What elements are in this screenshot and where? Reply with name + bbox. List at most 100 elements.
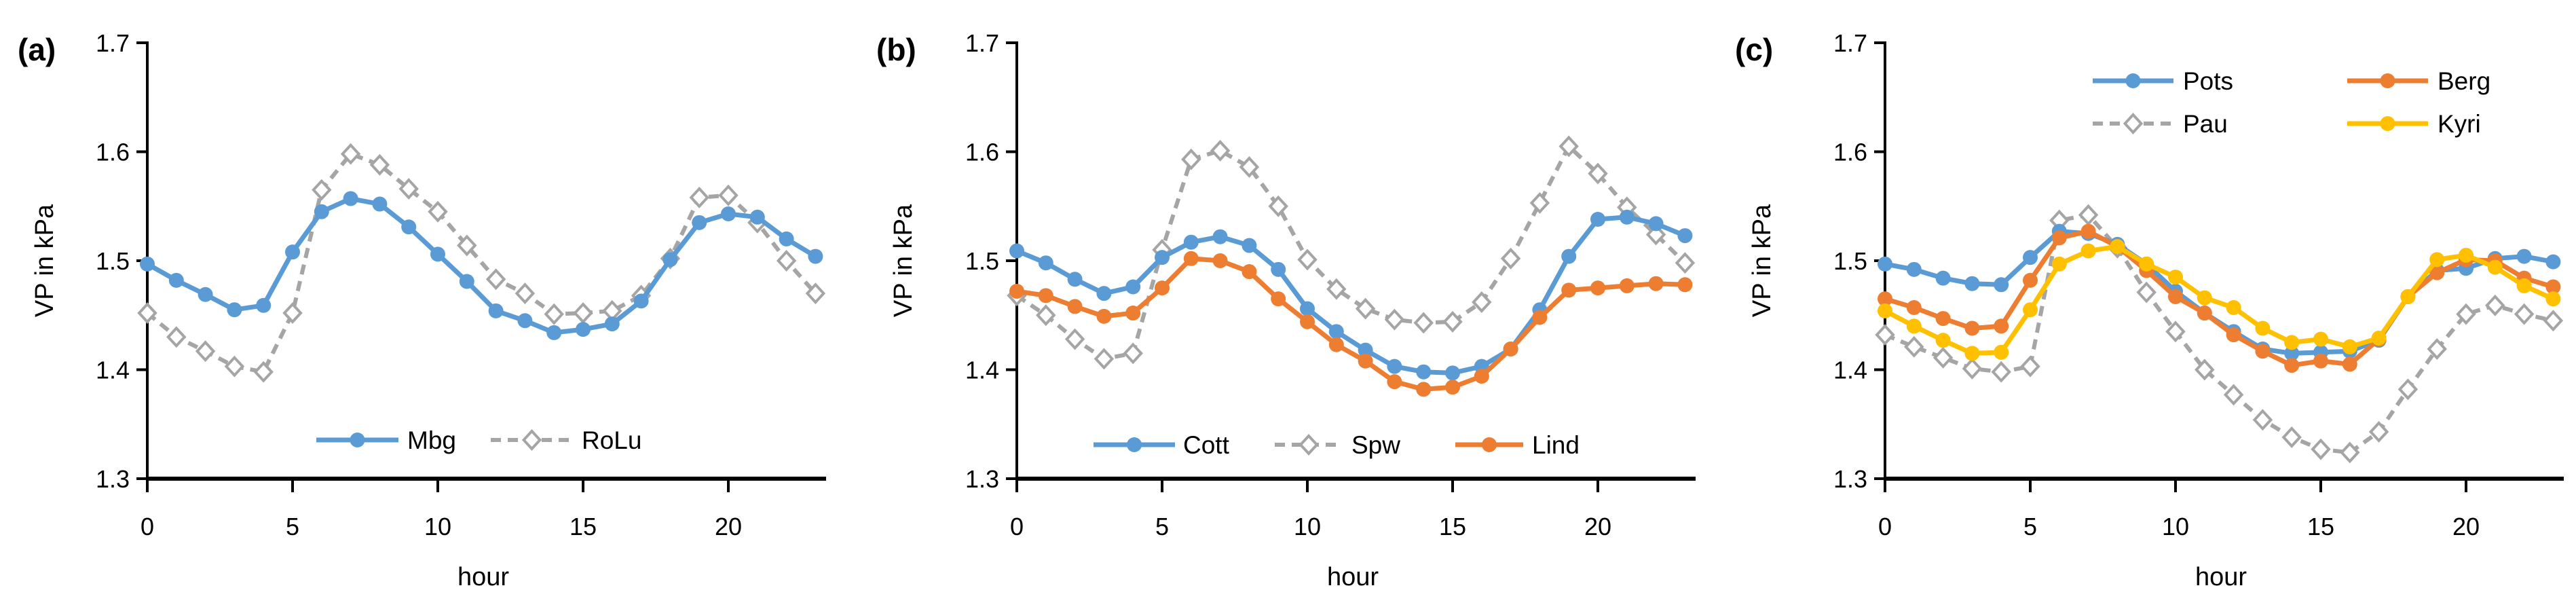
series-marker-RoLu <box>689 186 709 208</box>
series-marker-Cott <box>1096 286 1112 301</box>
series-line-Cott <box>1015 215 1686 375</box>
circle-marker-icon <box>2380 116 2395 131</box>
series-marker-Kyri <box>2023 302 2038 318</box>
series-marker-Berg <box>1935 311 1951 327</box>
series-marker-RoLu <box>805 282 826 305</box>
x-tick-label: 20 <box>715 513 742 540</box>
series-marker-Spw <box>1413 312 1434 334</box>
panel-letter-a: (a) <box>18 32 56 67</box>
series-marker-Lind <box>1125 306 1141 321</box>
series-marker-Lind <box>1067 299 1083 314</box>
y-tick-label: 1.5 <box>965 247 999 275</box>
series-marker-Kyri <box>2459 247 2474 263</box>
series-line-Pau <box>1884 213 2554 455</box>
legend-item-Cott: Cott <box>1094 431 1230 459</box>
series-marker-Mbg <box>227 302 242 318</box>
series-marker-Mbg <box>314 204 329 219</box>
series-marker-Pots <box>1994 277 2009 293</box>
series-marker-Pau <box>2252 409 2273 431</box>
series-marker-Pau <box>2195 358 2215 381</box>
series-marker-RoLu <box>166 326 187 348</box>
y-axis-title: VP in kPa <box>31 204 59 317</box>
series-line-Pots <box>1884 229 2554 356</box>
series-marker-Pots <box>1935 270 1951 286</box>
series-marker-Lind <box>1038 288 1053 304</box>
series-marker-Pau <box>2485 294 2505 316</box>
y-tick-label: 1.3 <box>965 465 999 493</box>
series-marker-Lind <box>1445 380 1460 395</box>
series-marker-Spw <box>1181 148 1201 170</box>
x-tick-label: 0 <box>1878 513 1892 540</box>
y-tick-label: 1.6 <box>965 139 999 166</box>
series-marker-Spw <box>1558 135 1579 158</box>
series-marker-Berg <box>2023 272 2038 288</box>
series-marker-Spw <box>1094 348 1115 370</box>
series-marker-Spw <box>1645 223 1666 246</box>
series-marker-Lind <box>1416 382 1432 397</box>
series-marker-RoLu <box>457 234 477 257</box>
series-marker-Cott <box>1300 301 1315 316</box>
series-marker-Spw <box>1064 328 1085 350</box>
series-marker-Mbg <box>749 209 765 225</box>
diamond-marker-icon <box>1299 434 1319 456</box>
diamond-marker-icon <box>521 429 542 451</box>
y-tick-label: 1.5 <box>1833 247 1867 275</box>
series-marker-Spw <box>1384 308 1405 331</box>
series-marker-Kyri <box>2226 300 2241 316</box>
series-marker-RoLu <box>312 179 332 201</box>
series-line-RoLu <box>146 151 817 374</box>
series-marker-Spw <box>1472 291 1492 313</box>
series-marker-Spw <box>1588 162 1608 185</box>
x-tick-label: 10 <box>1294 513 1321 540</box>
x-axis-title: hour <box>1327 563 1379 591</box>
series-marker-Pau <box>2136 281 2157 304</box>
series-marker-RoLu <box>195 340 216 363</box>
series-marker-Pau <box>1962 357 1983 380</box>
series-marker-Mbg <box>401 219 417 235</box>
series-marker-RoLu <box>340 143 361 165</box>
series-marker-Cott <box>1445 365 1460 381</box>
legend-item-Pots: Pots <box>2093 67 2233 95</box>
series-marker-Cott <box>1590 212 1605 227</box>
series-marker-Lind <box>1183 251 1199 266</box>
series-marker-Lind <box>1532 310 1548 325</box>
series-marker-Spw <box>1268 195 1288 217</box>
circle-marker-icon <box>2125 73 2141 88</box>
x-tick-label: 20 <box>2452 513 2480 540</box>
series-marker-Lind <box>1561 282 1577 298</box>
series-marker-Kyri <box>2168 270 2183 285</box>
legend: Mbg RoLu <box>316 426 641 454</box>
series-marker-Kyri <box>2516 278 2532 293</box>
series-marker-Spw <box>1036 304 1056 327</box>
series-marker-RoLu <box>718 184 739 206</box>
series-marker-Kyri <box>2313 331 2328 347</box>
series-marker-Pau <box>2020 355 2040 378</box>
x-tick-label: 5 <box>1155 513 1169 540</box>
chart-canvas-c: 1.3 1.4 1.5 1.6 1.7 0 5 10 15 20 VP in kPa hour Pots… <box>1748 29 2564 591</box>
series-marker-Lind <box>1242 264 1257 280</box>
series-marker-Kyri <box>1878 303 1892 318</box>
x-tick-label: 0 <box>141 513 154 540</box>
x-tick-label: 5 <box>2023 513 2037 540</box>
series-marker-Cott <box>1009 243 1024 259</box>
series-marker-RoLu <box>515 282 536 305</box>
series-marker-Mbg <box>488 303 504 318</box>
series-marker-Cott <box>1416 364 1432 380</box>
series-marker-Mbg <box>662 252 678 268</box>
y-tick-label: 1.3 <box>96 465 130 493</box>
y-tick-label: 1.4 <box>965 356 999 384</box>
series-marker-Kyri <box>1994 344 2009 360</box>
series-marker-Mbg <box>576 322 591 337</box>
series-marker-Lind <box>1328 337 1344 352</box>
series-marker-Pots <box>2516 249 2532 264</box>
series-marker-Lind <box>1619 278 1635 293</box>
x-tick-label: 10 <box>2162 513 2189 540</box>
series-marker-RoLu <box>776 250 797 272</box>
series-marker-Lind <box>1300 314 1315 329</box>
chart-panel-a: (a) 1.3 1.4 1.5 1.6 1.7 0 5 10 15 20 VP in kPa hour… <box>0 0 859 607</box>
y-tick-label: 1.7 <box>96 29 130 57</box>
series-marker-Berg <box>2313 353 2328 369</box>
series-marker-Berg <box>1878 291 1892 307</box>
series-marker-Pau <box>1933 346 1954 369</box>
